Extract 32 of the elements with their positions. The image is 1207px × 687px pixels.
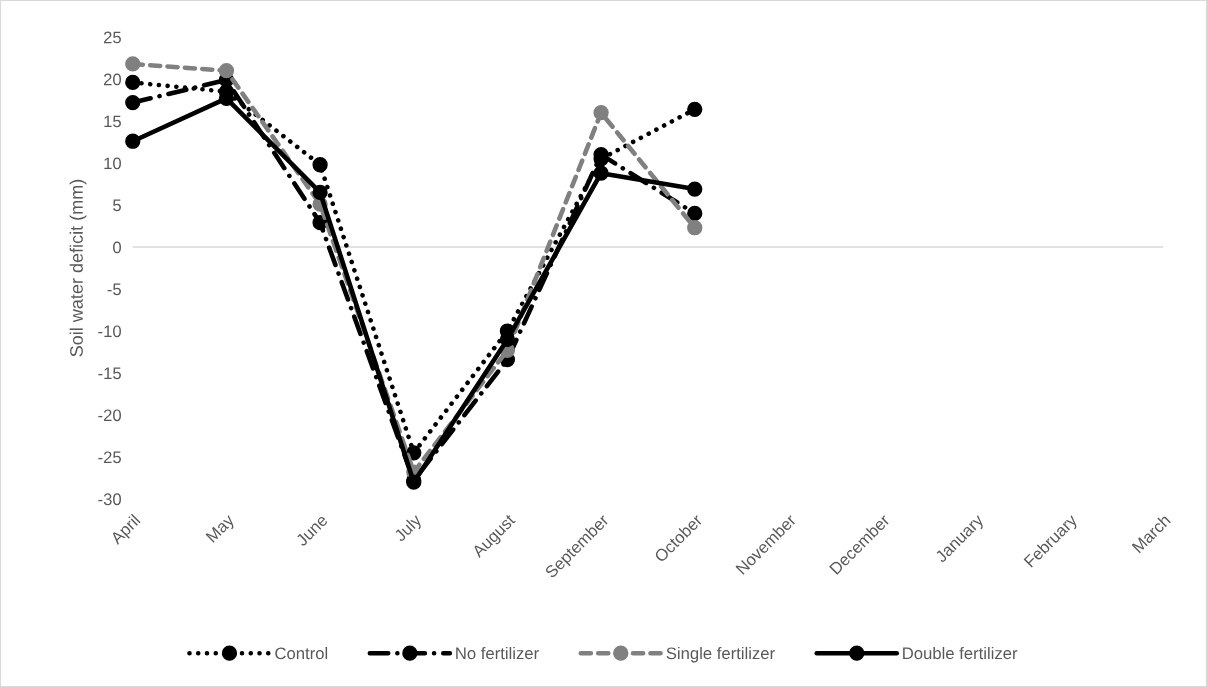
x-tick-label: July [392,512,425,545]
legend-label: Single fertilizer [666,646,775,663]
y-tick-label: -5 [107,283,121,296]
y-tick-label: 25 [103,31,121,44]
point [125,133,141,149]
y-tick-label: 0 [113,241,122,254]
y-tick-label: -20 [98,409,122,422]
y-tick-label: -30 [98,493,122,506]
point [218,63,235,79]
y-tick-label: -10 [98,325,122,338]
legend-label: Double fertilizer [903,646,1018,660]
legend-label: No fertilizer [456,646,539,660]
point [687,101,703,117]
y-tick-label: 5 [113,199,121,212]
point [687,181,703,197]
point [312,184,328,201]
legend-label: Control [275,646,328,660]
y-axis-title: Soil water deficit (mm) [69,179,87,357]
y-tick-label: -15 [98,367,121,380]
point [593,165,609,181]
point [593,105,609,121]
x-tick-label: May [205,513,238,546]
point [125,74,141,91]
point [125,94,141,111]
point [687,205,703,222]
y-tick-label: 20 [103,73,122,86]
y-tick-label: -25 [98,451,121,464]
point [312,157,328,173]
y-tick-label: 10 [104,157,122,170]
point [125,56,141,72]
y-tick-label: 15 [104,115,121,128]
point [687,220,703,236]
